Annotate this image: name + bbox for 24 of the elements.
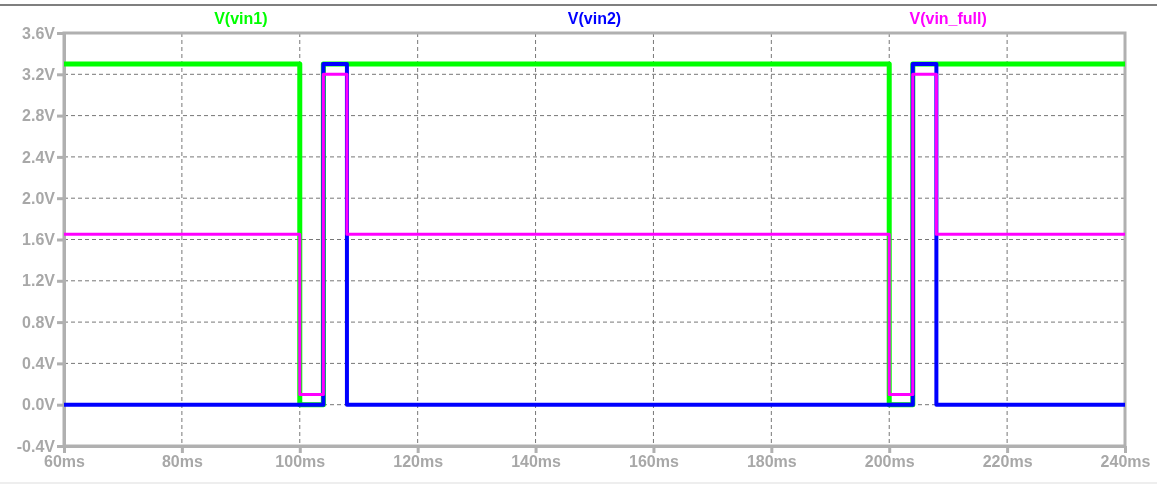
y-tick-label: -0.4V (16, 437, 56, 455)
x-tick-label: 120ms (393, 453, 444, 471)
y-tick-label: 3.6V (22, 24, 56, 42)
text: V(vin2) (567, 10, 622, 27)
x-tick-label: 200ms (864, 453, 915, 471)
x-tick-label: 80ms (161, 453, 203, 471)
x-tick-label: 220ms (982, 453, 1033, 471)
x-tick-label: 100ms (275, 453, 326, 471)
y-tick-label: 1.2V (22, 272, 56, 290)
y-tick-label: 1.6V (22, 231, 56, 249)
y-tick-label: 0.0V (22, 396, 56, 414)
x-tick-label: 240ms (1100, 453, 1151, 471)
x-tick-label: 180ms (746, 453, 797, 471)
text: V(vin_full) (909, 10, 987, 27)
y-tick-label: 2.4V (22, 148, 56, 166)
y-tick-label: 2.0V (22, 189, 56, 207)
y-tick-label: 2.8V (22, 107, 56, 125)
y-tick-label: 0.4V (22, 355, 56, 373)
x-tick-label: 60ms (44, 453, 86, 471)
text: V(vin1) (214, 10, 268, 27)
y-tick-label: 3.2V (22, 65, 56, 83)
x-tick-label: 140ms (511, 453, 562, 471)
x-tick-label: 160ms (629, 453, 679, 471)
y-tick-label: 0.8V (22, 313, 56, 331)
